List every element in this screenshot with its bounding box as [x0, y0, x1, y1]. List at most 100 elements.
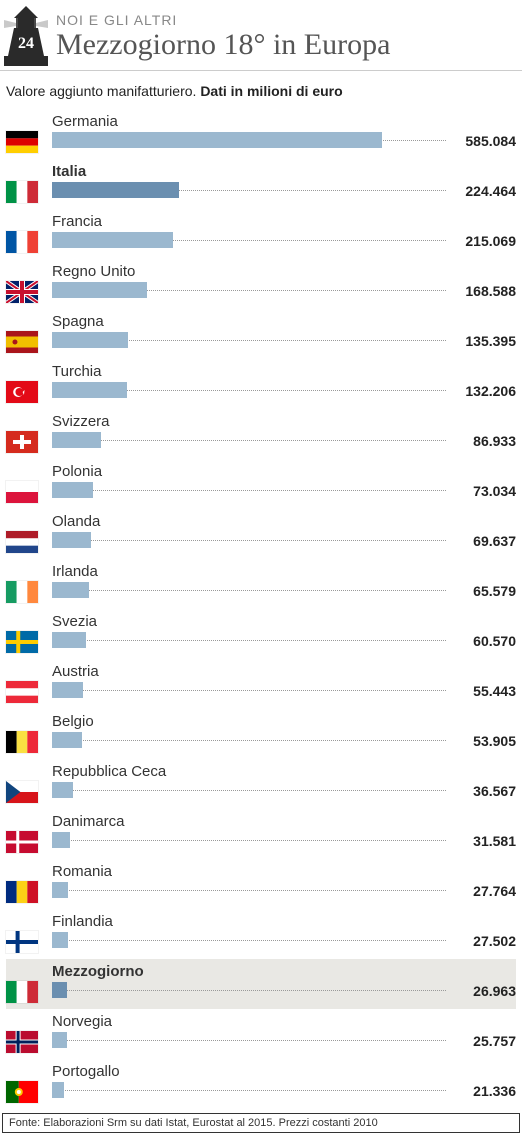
value-label: 53.905	[446, 733, 516, 749]
flag-ch	[6, 431, 38, 453]
bar-area	[52, 832, 446, 848]
flag-pt	[6, 1081, 38, 1103]
dotline	[52, 790, 446, 791]
bar-area	[52, 432, 446, 448]
country-label: Repubblica Ceca	[52, 763, 446, 780]
chart-row: Olanda69.637	[6, 509, 516, 559]
bar-area	[52, 482, 446, 498]
flag-de	[6, 131, 38, 153]
dotline	[52, 840, 446, 841]
flag-se	[6, 631, 38, 653]
chart-row: Irlanda65.579	[6, 559, 516, 609]
lighthouse-icon: 24	[4, 6, 48, 66]
country-label: Finlandia	[52, 913, 446, 930]
bar-area	[52, 382, 446, 398]
chart-row: Spagna135.395	[6, 309, 516, 359]
dotline	[52, 590, 446, 591]
country-label: Italia	[52, 163, 446, 180]
value-label: 21.336	[446, 1083, 516, 1099]
subtitle-bold: Dati in milioni di euro	[200, 83, 342, 99]
chart-row: Norvegia25.757	[6, 1009, 516, 1059]
country-label: Svezia	[52, 613, 446, 630]
value-label: 73.034	[446, 483, 516, 499]
flag-es	[6, 331, 38, 353]
value-label: 36.567	[446, 783, 516, 799]
bar-area	[52, 282, 446, 298]
chart-title: Mezzogiorno 18° in Europa	[56, 30, 518, 60]
header: 24 NOI E GLI ALTRI Mezzogiorno 18° in Eu…	[0, 0, 522, 71]
bar-area	[52, 782, 446, 798]
row-body: Olanda	[52, 513, 446, 548]
chart-row: Repubblica Ceca36.567	[6, 759, 516, 809]
country-label: Austria	[52, 663, 446, 680]
flag-pl	[6, 481, 38, 503]
bar-area	[52, 332, 446, 348]
value-label: 27.764	[446, 883, 516, 899]
flag-it	[6, 981, 38, 1003]
dotline	[52, 890, 446, 891]
row-body: Svezia	[52, 613, 446, 648]
chart-row: Finlandia27.502	[6, 909, 516, 959]
row-body: Finlandia	[52, 913, 446, 948]
value-label: 69.637	[446, 533, 516, 549]
bar	[52, 532, 91, 548]
row-body: Austria	[52, 663, 446, 698]
bar-area	[52, 632, 446, 648]
bar	[52, 832, 70, 848]
bar-area	[52, 532, 446, 548]
row-body: Germania	[52, 113, 446, 148]
flag-gb	[6, 281, 38, 303]
row-body: Svizzera	[52, 413, 446, 448]
value-label: 224.464	[446, 183, 516, 199]
dotline	[52, 440, 446, 441]
bar	[52, 1082, 64, 1098]
row-body: Polonia	[52, 463, 446, 498]
bar-area	[52, 732, 446, 748]
bar	[52, 782, 73, 798]
dotline	[52, 740, 446, 741]
chart-row: Germania585.084	[6, 109, 516, 159]
bar	[52, 632, 86, 648]
country-label: Romania	[52, 863, 446, 880]
bar	[52, 232, 173, 248]
subtitle: Valore aggiunto manifatturiero. Dati in …	[0, 71, 522, 109]
chart-row: Svizzera86.933	[6, 409, 516, 459]
flag-dk	[6, 831, 38, 853]
bar-area	[52, 932, 446, 948]
country-label: Danimarca	[52, 813, 446, 830]
value-label: 135.395	[446, 333, 516, 349]
flag-no	[6, 1031, 38, 1053]
country-label: Portogallo	[52, 1063, 446, 1080]
bar-chart: Germania585.084Italia224.464Francia215.0…	[0, 109, 522, 1109]
bar	[52, 1032, 67, 1048]
source-footer: Fonte: Elaborazioni Srm su dati Istat, E…	[2, 1113, 520, 1133]
flag-it	[6, 181, 38, 203]
country-label: Francia	[52, 213, 446, 230]
bar	[52, 982, 67, 998]
row-body: Mezzogiorno	[52, 963, 446, 998]
row-body: Danimarca	[52, 813, 446, 848]
value-label: 60.570	[446, 633, 516, 649]
bar	[52, 732, 82, 748]
value-label: 585.084	[446, 133, 516, 149]
flag-cz	[6, 781, 38, 803]
flag-nl	[6, 531, 38, 553]
chart-row: Belgio53.905	[6, 709, 516, 759]
chart-row: Italia224.464	[6, 159, 516, 209]
chart-row: Polonia73.034	[6, 459, 516, 509]
bar-area	[52, 582, 446, 598]
country-label: Spagna	[52, 313, 446, 330]
bar	[52, 332, 128, 348]
bar	[52, 482, 93, 498]
chart-row: Mezzogiorno26.963	[6, 959, 516, 1009]
flag-fr	[6, 231, 38, 253]
flag-at	[6, 681, 38, 703]
bar-area	[52, 682, 446, 698]
bar-area	[52, 882, 446, 898]
row-body: Spagna	[52, 313, 446, 348]
header-text: NOI E GLI ALTRI Mezzogiorno 18° in Europ…	[56, 12, 518, 60]
value-label: 215.069	[446, 233, 516, 249]
value-label: 168.588	[446, 283, 516, 299]
country-label: Mezzogiorno	[52, 963, 446, 980]
svg-text:24: 24	[18, 35, 34, 52]
